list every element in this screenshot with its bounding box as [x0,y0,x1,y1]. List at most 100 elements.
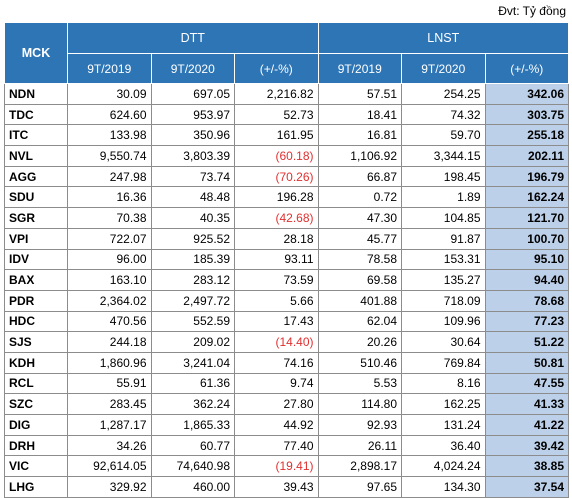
cell-lnst-2020: 153.31 [401,248,486,271]
cell-dtt-change: 196.28 [234,186,319,209]
cell-dtt-2020: 61.36 [150,372,235,395]
cell-mck: SGR [4,207,68,229]
cell-mck: ITC [4,124,68,147]
cell-dtt-2020: 74,640.98 [150,455,235,478]
cell-lnst-change: 39.42 [484,434,569,457]
header-lnst-change: (+/-%) [484,53,569,84]
cell-dtt-2019: 16.36 [67,186,152,209]
cell-dtt-2020: 925.52 [150,227,235,250]
cell-dtt-2019: 624.60 [67,103,152,126]
cell-dtt-2020: 1,865.33 [150,414,235,436]
cell-mck: PDR [4,289,68,312]
cell-lnst-2020: 8.16 [401,372,486,395]
cell-dtt-2019: 34.26 [67,434,152,457]
cell-dtt-2019: 9,550.74 [67,145,152,167]
cell-dtt-2019: 470.56 [67,310,152,333]
cell-lnst-change: 342.06 [484,83,569,105]
cell-dtt-2019: 244.18 [67,331,152,353]
table-row: SDU 16.36 48.48 196.28 0.72 1.89 162.24 [4,186,569,209]
cell-lnst-change: 100.70 [484,227,569,250]
cell-lnst-2020: 36.40 [401,434,486,457]
cell-lnst-2019: 20.26 [317,331,402,353]
cell-lnst-2020: 131.24 [401,414,486,436]
header-dtt-2020: 9T/2020 [150,53,235,84]
cell-lnst-2019: 18.41 [317,103,402,126]
cell-mck: HDC [4,310,68,333]
cell-dtt-2020: 209.02 [150,331,235,353]
cell-mck: KDH [4,351,68,374]
cell-dtt-change: 28.18 [234,227,319,250]
cell-lnst-2020: 4,024.24 [401,455,486,478]
table-row: RCL 55.91 61.36 9.74 5.53 8.16 47.55 [4,372,569,395]
cell-dtt-2020: 953.97 [150,103,235,126]
cell-dtt-2019: 70.38 [67,207,152,229]
cell-mck: NDN [4,83,68,105]
cell-lnst-2019: 47.30 [317,207,402,229]
table-row: SJS 244.18 209.02 (14.40) 20.26 30.64 51.22 [4,331,569,353]
cell-dtt-2019: 96.00 [67,248,152,271]
cell-dtt-change: (42.68) [234,207,319,229]
header-lnst-2020: 9T/2020 [401,53,486,84]
cell-dtt-2020: 3,803.39 [150,145,235,167]
cell-lnst-change: 202.11 [484,145,569,167]
cell-lnst-change: 47.55 [484,372,569,395]
cell-dtt-2020: 283.12 [150,269,235,291]
cell-lnst-2019: 69.58 [317,269,402,291]
cell-lnst-2019: 114.80 [317,393,402,415]
cell-dtt-2019: 55.91 [67,372,152,395]
cell-lnst-change: 41.22 [484,414,569,436]
cell-dtt-change: (60.18) [234,145,319,167]
table-row: PDR 2,364.02 2,497.72 5.66 401.88 718.09 78.68 [4,289,569,312]
cell-lnst-2020: 3,344.15 [401,145,486,167]
cell-lnst-change: 38.85 [484,455,569,478]
cell-mck: SDU [4,186,68,209]
cell-dtt-2020: 48.48 [150,186,235,209]
cell-lnst-change: 77.23 [484,310,569,333]
header-dtt-change: (+/-%) [234,53,319,84]
cell-mck: AGG [4,165,68,188]
cell-dtt-change: 17.43 [234,310,319,333]
cell-lnst-2019: 0.72 [317,186,402,209]
cell-dtt-2020: 2,497.72 [150,289,235,312]
header-mck: MCK [4,22,68,84]
table-row: TDC 624.60 953.97 52.73 18.41 74.32 303.75 [4,103,569,126]
table-row: SZC 283.45 362.24 27.80 114.80 162.25 41.33 [4,393,569,415]
cell-dtt-change: 93.11 [234,248,319,271]
cell-dtt-change: (70.26) [234,165,319,188]
cell-dtt-change: (14.40) [234,331,319,353]
cell-lnst-change: 196.79 [484,165,569,188]
table-row: DIG 1,287.17 1,865.33 44.92 92.93 131.24 41.22 [4,414,569,436]
table-row: BAX 163.10 283.12 73.59 69.58 135.27 94.40 [4,269,569,291]
cell-lnst-change: 50.81 [484,351,569,374]
cell-dtt-2019: 92,614.05 [67,455,152,478]
table-row: VIC 92,614.05 74,640.98 (19.41) 2,898.17 4,02… [4,455,569,478]
cell-mck: BAX [4,269,68,291]
table-row: DRH 34.26 60.77 77.40 26.11 36.40 39.42 [4,434,569,457]
cell-lnst-2020: 91.87 [401,227,486,250]
cell-mck: DRH [4,434,68,457]
cell-lnst-2019: 1,106.92 [317,145,402,167]
table-row: SGR 70.38 40.35 (42.68) 47.30 104.85 121.70 [4,207,569,229]
cell-lnst-2020: 59.70 [401,124,486,147]
cell-lnst-2020: 135.27 [401,269,486,291]
cell-lnst-change: 51.22 [484,331,569,353]
cell-lnst-2019: 45.77 [317,227,402,250]
cell-dtt-2019: 247.98 [67,165,152,188]
cell-mck: VPI [4,227,68,250]
cell-dtt-2020: 185.39 [150,248,235,271]
table-row: ITC 133.98 350.96 161.95 16.81 59.70 255.18 [4,124,569,147]
cell-mck: TDC [4,103,68,126]
financial-table: MCK DTT LNST 9T/2019 9T/2020 (+/-%) 9T/2… [4,22,569,498]
cell-mck: SJS [4,331,68,353]
header-dtt: DTT [67,22,319,54]
cell-dtt-change: 9.74 [234,372,319,395]
cell-lnst-change: 41.33 [484,393,569,415]
cell-dtt-2020: 40.35 [150,207,235,229]
header-dtt-2019: 9T/2019 [67,53,152,84]
cell-dtt-2020: 362.24 [150,393,235,415]
cell-lnst-change: 78.68 [484,289,569,312]
cell-mck: VIC [4,455,68,478]
cell-dtt-change: 52.73 [234,103,319,126]
cell-lnst-2020: 162.25 [401,393,486,415]
cell-dtt-2019: 133.98 [67,124,152,147]
